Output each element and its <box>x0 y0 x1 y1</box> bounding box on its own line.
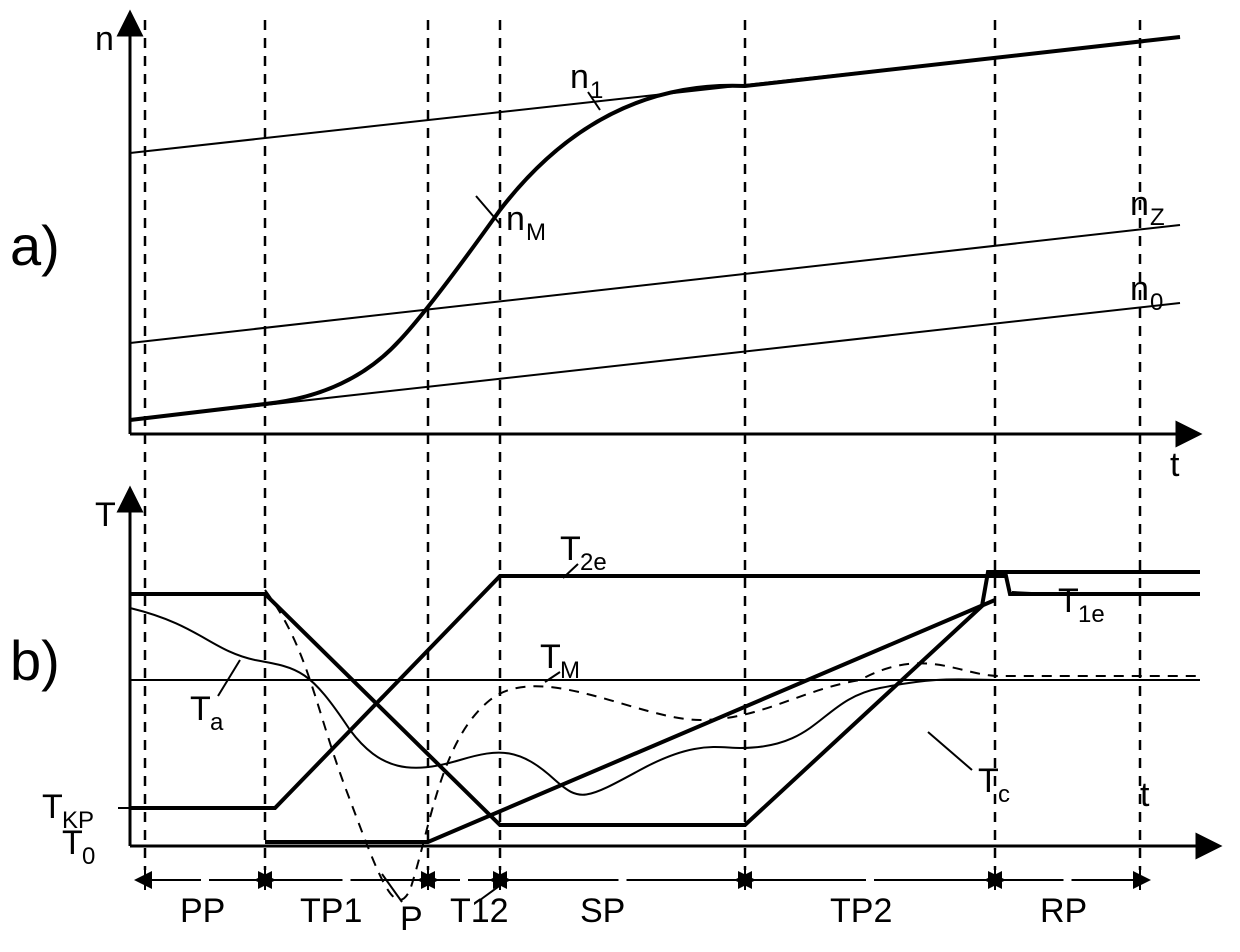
svg-text:PP: PP <box>180 892 225 930</box>
svg-text:T: T <box>1058 582 1079 620</box>
panel-a-label: a) <box>10 214 60 277</box>
panel-b-axes: T t TKP T0 <box>42 496 1200 870</box>
svg-text:TP2: TP2 <box>830 892 892 930</box>
label-n1: n1 <box>570 58 603 104</box>
axis-label-T: T <box>95 496 116 534</box>
panel-a-curves: n1 nZ n0 nM <box>130 37 1180 420</box>
svg-text:SP: SP <box>580 892 625 930</box>
svg-text:n: n <box>1130 270 1149 308</box>
label-TM: TM <box>540 638 580 684</box>
diagram-root: a) n t n1 nZ n0 nM b) T t TKP T0 <box>0 0 1240 952</box>
svg-text:n: n <box>506 200 525 238</box>
panel-b-curves: TM T2e T1e Ta Tc P <box>130 530 1200 938</box>
svg-text:M: M <box>526 219 546 246</box>
curve-Tc <box>265 600 995 842</box>
axis-label-n: n <box>95 20 114 58</box>
svg-text:n: n <box>1130 185 1149 223</box>
axis-label-t-b: t <box>1140 776 1150 814</box>
svg-text:c: c <box>998 781 1010 808</box>
panel-b-label: b) <box>10 629 60 692</box>
label-Ta: Ta <box>190 690 224 736</box>
phase-labels: PP TP1 T12 SP TP2 RP <box>180 884 1087 930</box>
panel-a-axes: n t <box>95 20 1180 484</box>
svg-text:Z: Z <box>1150 204 1165 231</box>
svg-text:M: M <box>560 657 580 684</box>
curve-Ta <box>130 608 1200 795</box>
svg-text:RP: RP <box>1040 892 1087 930</box>
svg-text:T12: T12 <box>450 892 509 930</box>
svg-text:TP1: TP1 <box>300 892 362 930</box>
label-nZ: nZ <box>1130 185 1165 231</box>
curve-P <box>265 590 1200 900</box>
svg-text:T: T <box>540 638 561 676</box>
svg-text:1: 1 <box>590 77 603 104</box>
label-nM: nM <box>506 200 546 246</box>
label-P: P <box>400 900 423 938</box>
curve-T1e <box>130 572 1200 825</box>
svg-text:1e: 1e <box>1078 601 1105 628</box>
svg-text:2e: 2e <box>580 549 607 576</box>
svg-text:0: 0 <box>1150 289 1163 316</box>
curve-nZ <box>130 225 1180 343</box>
phase-guides <box>145 20 1140 870</box>
svg-text:a: a <box>210 709 224 736</box>
axis-label-t-a: t <box>1170 446 1180 484</box>
svg-text:0: 0 <box>82 843 95 870</box>
label-n0: n0 <box>1130 270 1163 316</box>
svg-text:T: T <box>62 824 83 862</box>
svg-text:T: T <box>560 530 581 568</box>
svg-text:T: T <box>978 762 999 800</box>
svg-text:T: T <box>42 788 63 826</box>
label-T1e: T1e <box>1058 582 1105 628</box>
phase-brackets <box>145 870 1140 890</box>
curve-T2e <box>130 576 1200 808</box>
svg-text:T: T <box>190 690 211 728</box>
svg-text:n: n <box>570 58 589 96</box>
label-T2e: T2e <box>560 530 607 576</box>
